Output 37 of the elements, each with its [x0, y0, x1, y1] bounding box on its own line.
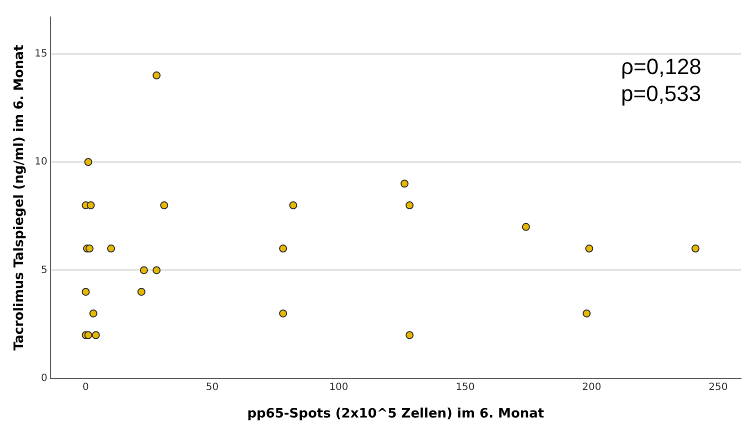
x-tick-label: 150 [456, 382, 475, 393]
point [82, 288, 90, 296]
point [160, 201, 168, 210]
x-tick-label: 50 [206, 382, 219, 393]
y-tick-label: 10 [34, 156, 48, 168]
x-tick-label: 0 [82, 382, 89, 393]
point [279, 309, 288, 318]
point [152, 71, 161, 80]
y-tick-label: 0 [40, 372, 48, 384]
point [140, 266, 148, 274]
point [582, 309, 591, 318]
point [152, 266, 161, 274]
point [107, 244, 116, 253]
point [84, 158, 92, 166]
point [86, 244, 94, 253]
point [86, 201, 95, 210]
point [289, 201, 298, 210]
point [92, 331, 100, 340]
x-axis-title: pp65-Spots (2x10^5 Zellen) im 6. Monat [247, 406, 544, 422]
annotation: p=0,533 [621, 81, 702, 106]
point [522, 222, 530, 231]
point [400, 180, 409, 188]
point [406, 331, 414, 340]
point [89, 309, 98, 318]
x-tick-label: 200 [582, 382, 602, 393]
annotation: ρ=0,128 [621, 54, 702, 80]
x-tick-label: 100 [329, 382, 348, 393]
point [84, 331, 92, 340]
x-tick-label: 250 [708, 382, 728, 393]
y-tick-label: 5 [40, 264, 48, 276]
point [406, 201, 414, 210]
point [691, 244, 700, 253]
y-tick-label: 15 [34, 48, 48, 60]
y-axis-title: Tacrolimus Talspiegel (ng/ml) im 6. Monat [12, 44, 28, 351]
point [279, 244, 288, 253]
point [585, 244, 594, 253]
point [137, 288, 146, 296]
